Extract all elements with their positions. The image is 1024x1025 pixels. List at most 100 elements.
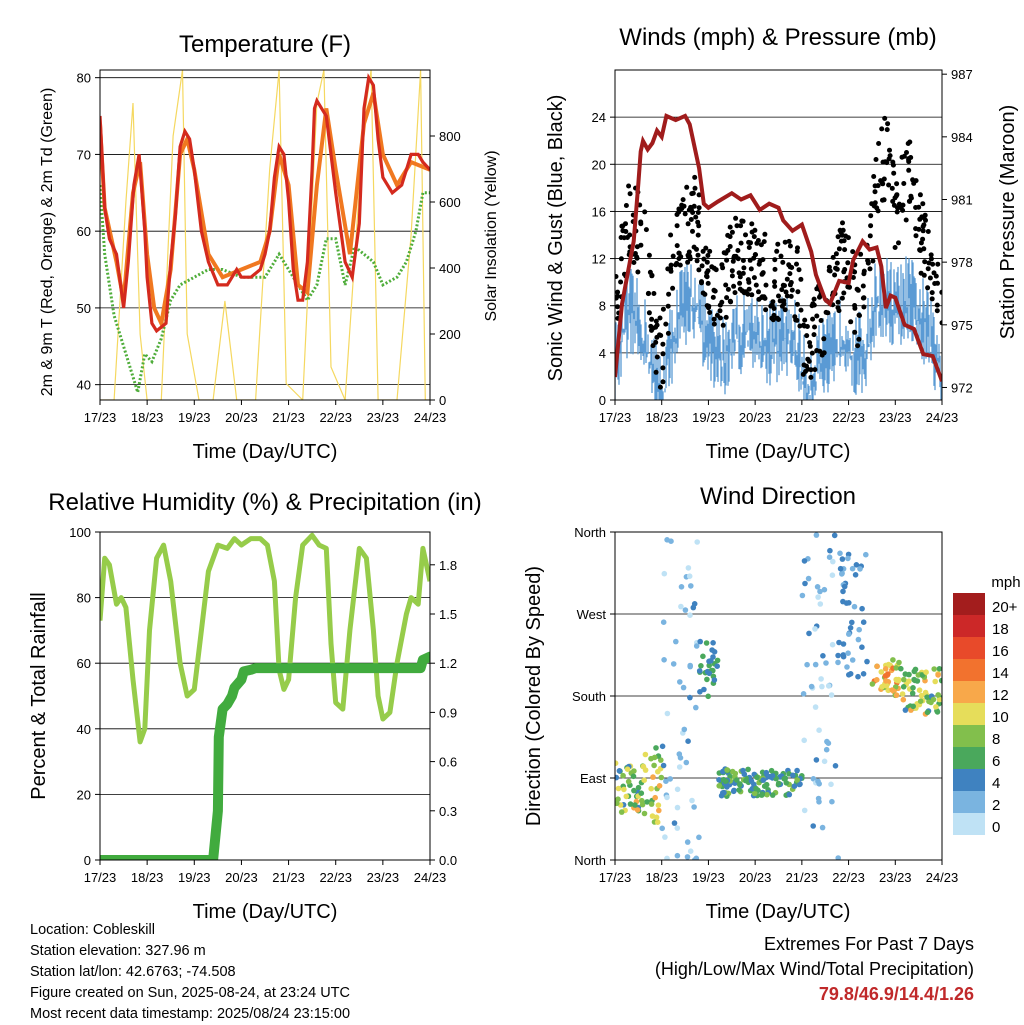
direction-point	[846, 672, 852, 678]
gust-point	[891, 170, 897, 176]
gust-point	[788, 293, 794, 299]
gust-point	[798, 276, 804, 282]
y-tick-label: 12	[592, 252, 606, 267]
direction-point	[829, 641, 836, 648]
direction-tick-label: North	[574, 525, 606, 540]
direction-point	[615, 785, 622, 792]
gust-point	[734, 223, 740, 229]
direction-point	[763, 781, 770, 788]
gust-point	[786, 238, 792, 244]
gust-point	[899, 154, 905, 160]
y2-tick-label: 0.6	[439, 755, 457, 770]
direction-point	[923, 669, 929, 675]
direction-point	[930, 696, 937, 703]
direction-point	[893, 692, 900, 698]
direction-point	[802, 580, 808, 587]
gust-point	[861, 295, 867, 301]
gust-point	[699, 280, 704, 286]
gust-point	[913, 226, 919, 232]
direction-point	[724, 767, 730, 773]
gust-point	[771, 306, 777, 311]
legend-label: 8	[992, 731, 1000, 748]
gust-point	[760, 270, 766, 276]
direction-point	[706, 662, 712, 669]
gust-point	[868, 223, 874, 229]
gust-point	[693, 214, 699, 220]
gust-point	[706, 305, 711, 311]
direction-point	[684, 839, 691, 845]
direction-point	[656, 807, 662, 814]
gust-point	[717, 308, 723, 314]
direction-point	[860, 671, 867, 677]
gust-point	[689, 191, 695, 197]
direction-point	[910, 703, 916, 710]
gust-point	[623, 203, 629, 208]
gust-point	[794, 261, 799, 267]
gust-point	[724, 257, 730, 263]
gust-point	[615, 274, 619, 279]
gust-point	[705, 280, 711, 286]
legend-label: 10	[992, 709, 1009, 726]
direction-point	[632, 802, 638, 808]
gust-point	[749, 221, 755, 227]
x-tick-label: 22/23	[832, 410, 865, 425]
direction-point	[670, 661, 677, 667]
x-tick-label: 24/23	[926, 410, 959, 425]
legend-label: 0	[992, 819, 1000, 836]
direction-point	[658, 774, 665, 781]
direction-point	[678, 584, 685, 590]
direction-point	[846, 631, 852, 637]
winds-xlabel: Time (Day/UTC)	[706, 441, 851, 463]
direction-point	[831, 532, 838, 539]
gust-point	[871, 174, 877, 179]
direction-point	[883, 678, 889, 684]
direction-point	[660, 619, 667, 625]
winds-y2label: Station Pressure (Maroon)	[997, 105, 1019, 340]
gust-point	[759, 294, 765, 300]
direction-point	[701, 686, 707, 693]
gust-point	[774, 315, 780, 321]
direction-point	[825, 740, 832, 746]
direction-point	[720, 768, 726, 775]
gust-point	[663, 321, 669, 327]
gust-point	[900, 202, 906, 208]
x-tick-label: 20/23	[225, 410, 258, 425]
gust-point	[848, 319, 854, 325]
gust-point	[651, 291, 657, 296]
gust-point	[725, 286, 731, 292]
gust-point	[804, 333, 810, 339]
gust-point	[910, 177, 916, 183]
direction-point	[731, 787, 737, 794]
direction-point	[759, 791, 766, 797]
gust-point	[751, 275, 757, 281]
direction-point	[659, 825, 665, 832]
direction-point	[849, 619, 855, 626]
gust-point	[867, 233, 873, 239]
direction-point	[816, 781, 822, 787]
direction-point	[879, 684, 885, 690]
direction-point	[696, 668, 703, 674]
direction-point	[667, 776, 673, 782]
direction-point	[652, 794, 658, 801]
gust-point	[632, 251, 638, 256]
direction-point	[760, 777, 767, 783]
direction-point	[693, 855, 700, 860]
direction-point	[714, 657, 721, 664]
extremes-values: 79.8/46.9/14.4/1.26	[818, 984, 974, 1004]
gust-point	[793, 317, 799, 323]
direction-point	[781, 776, 787, 782]
y-tick-label: 60	[77, 656, 91, 671]
direction-plot-area	[615, 532, 942, 860]
gust-point	[860, 283, 866, 289]
humidity-panel: Relative Humidity (%) & Precipitation (i…	[28, 489, 482, 923]
direction-point	[818, 676, 824, 682]
gust-point	[654, 334, 660, 340]
gust-point	[808, 374, 814, 380]
direction-point	[810, 823, 816, 829]
direction-point	[697, 638, 703, 645]
gust-point	[746, 239, 752, 245]
gust-point	[653, 318, 659, 324]
direction-point	[827, 547, 833, 554]
direction-point	[677, 755, 684, 761]
gust-point	[894, 181, 900, 187]
